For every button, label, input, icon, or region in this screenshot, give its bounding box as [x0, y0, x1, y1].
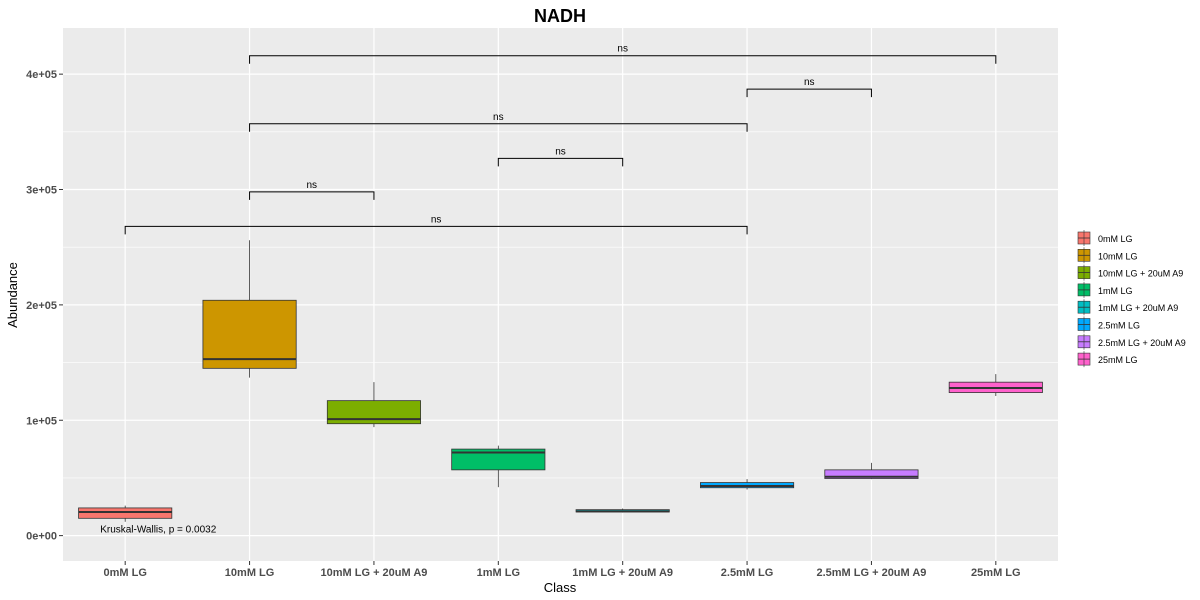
boxes [78, 240, 1043, 522]
box-3 [451, 445, 546, 488]
box-body [78, 507, 173, 519]
box-0 [78, 505, 173, 522]
box-6 [824, 462, 919, 480]
x-tick-label: 1mM LG + 20uM A9 [572, 567, 673, 579]
x-tick-label: 2.5mM LG + 20uM A9 [816, 567, 926, 579]
y-axis-title: Abundance [5, 262, 20, 328]
bracket-line [249, 55, 997, 64]
bracket-line [497, 157, 624, 167]
y-tick-label: 4e+05 [26, 69, 57, 81]
comparison-bracket: ns [124, 214, 748, 235]
legend: 0mM LG 10mM LG 10mM LG + 20uM A9 1mM LG 1mM … [1077, 230, 1186, 368]
comparison-bracket: ns [249, 112, 748, 132]
comparison-bracket: ns [497, 146, 624, 167]
y-tick-label: 3e+05 [26, 185, 57, 197]
axes: 0e+00 1e+05 2e+05 3e+05 4e+05 0mM LG 10mM LG 10… [26, 69, 1020, 579]
x-tick-label: 2.5mM LG [721, 567, 774, 579]
bracket-label: ns [617, 44, 628, 55]
bracket-label: ns [804, 77, 815, 88]
box-body [202, 299, 297, 369]
y-tick-label: 2e+05 [26, 300, 57, 312]
legend-label: 25mM LG [1098, 355, 1138, 365]
legend-item: 2.5mM LG + 20uM A9 [1077, 333, 1186, 350]
x-axis-title: Class [544, 580, 577, 595]
legend-item: 0mM LG [1077, 230, 1133, 246]
kruskal-wallis-annotation: Kruskal-Wallis, p = 0.0032 [100, 525, 217, 536]
box-5 [700, 479, 795, 490]
box-4 [575, 508, 670, 513]
bracket-line [249, 123, 748, 132]
legend-label: 2.5mM LG [1098, 321, 1140, 331]
legend-item: 10mM LG + 20uM A9 [1077, 264, 1183, 281]
bracket-label: ns [555, 146, 566, 157]
x-tick-label: 10mM LG [225, 567, 275, 579]
comparison-bracket: ns [249, 44, 997, 64]
bracket-label: ns [493, 112, 504, 123]
legend-item: 10mM LG [1077, 247, 1138, 264]
chart-title: NADH [534, 6, 586, 26]
comparison-bracket: ns [249, 180, 375, 200]
box-body [824, 469, 919, 479]
x-tick-label: 0mM LG [103, 567, 146, 579]
plot-panel [63, 28, 1058, 561]
x-tick-label: 1mM LG [477, 567, 520, 579]
legend-label: 1mM LG [1098, 286, 1133, 296]
box-7 [948, 374, 1043, 397]
box-1 [202, 240, 297, 378]
y-tick-label: 0e+00 [26, 531, 57, 543]
legend-label: 0mM LG [1098, 234, 1133, 244]
box-2 [326, 382, 421, 428]
legend-item: 1mM LG [1077, 281, 1133, 298]
legend-label: 10mM LG [1098, 251, 1138, 261]
significance-brackets: ns ns ns ns ns ns [124, 44, 997, 235]
x-tick-label: 10mM LG + 20uM A9 [321, 567, 428, 579]
legend-item: 2.5mM LG [1077, 316, 1140, 333]
x-tick-label: 25mM LG [971, 567, 1021, 579]
bracket-label: ns [431, 214, 442, 225]
legend-item: 25mM LG [1077, 351, 1138, 368]
legend-item: 1mM LG + 20uM A9 [1077, 299, 1178, 316]
legend-label: 1mM LG + 20uM A9 [1098, 303, 1178, 313]
bracket-label: ns [306, 180, 317, 191]
bracket-line [249, 191, 375, 200]
box-body [326, 400, 421, 425]
legend-label: 2.5mM LG + 20uM A9 [1098, 338, 1186, 348]
bracket-line [746, 88, 872, 98]
bracket-line [124, 225, 748, 235]
legend-label: 10mM LG + 20uM A9 [1098, 269, 1183, 279]
y-tick-label: 1e+05 [26, 415, 57, 427]
comparison-bracket: ns [746, 77, 872, 98]
box-body [451, 448, 546, 471]
